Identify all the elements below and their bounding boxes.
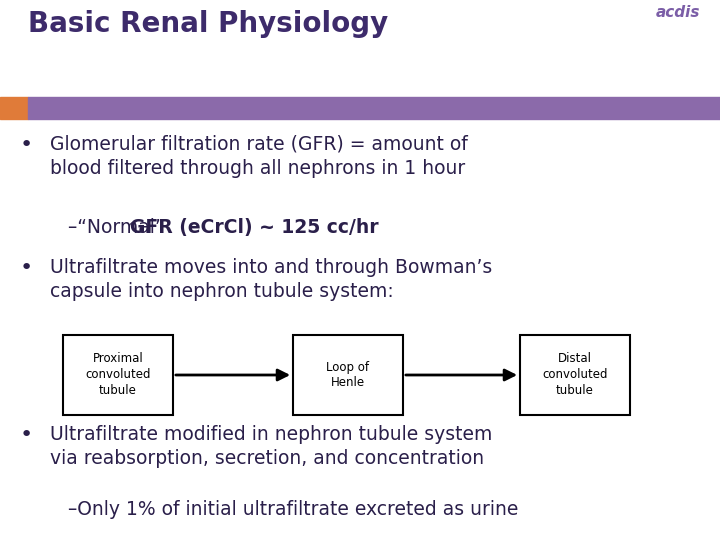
Text: •: • xyxy=(20,258,33,278)
Text: Ultrafiltrate modified in nephron tubule system
via reabsorption, secretion, and: Ultrafiltrate modified in nephron tubule… xyxy=(50,425,492,468)
Bar xyxy=(520,335,630,415)
Text: acdis: acdis xyxy=(655,5,700,20)
Bar xyxy=(293,335,403,415)
Text: Ultrafiltrate moves into and through Bowman’s
capsule into nephron tubule system: Ultrafiltrate moves into and through Bow… xyxy=(50,258,492,301)
Bar xyxy=(63,335,173,415)
Text: Distal
convoluted
tubule: Distal convoluted tubule xyxy=(542,353,608,397)
Text: –“Normal”: –“Normal” xyxy=(68,218,171,237)
Text: Proximal
convoluted
tubule: Proximal convoluted tubule xyxy=(85,353,150,397)
Text: Glomerular filtration rate (GFR) = amount of
blood filtered through all nephrons: Glomerular filtration rate (GFR) = amoun… xyxy=(50,135,468,178)
Text: Loop of
Henle: Loop of Henle xyxy=(326,361,369,389)
Text: GFR (eCrCl) ~ 125 cc/hr: GFR (eCrCl) ~ 125 cc/hr xyxy=(130,218,379,237)
Text: –Only 1% of initial ultrafiltrate excreted as urine: –Only 1% of initial ultrafiltrate excret… xyxy=(68,500,518,519)
Bar xyxy=(28,97,720,119)
Text: Basic Renal Physiology: Basic Renal Physiology xyxy=(28,10,388,38)
Text: •: • xyxy=(20,135,33,155)
Bar xyxy=(0,97,28,119)
Text: •: • xyxy=(20,425,33,445)
